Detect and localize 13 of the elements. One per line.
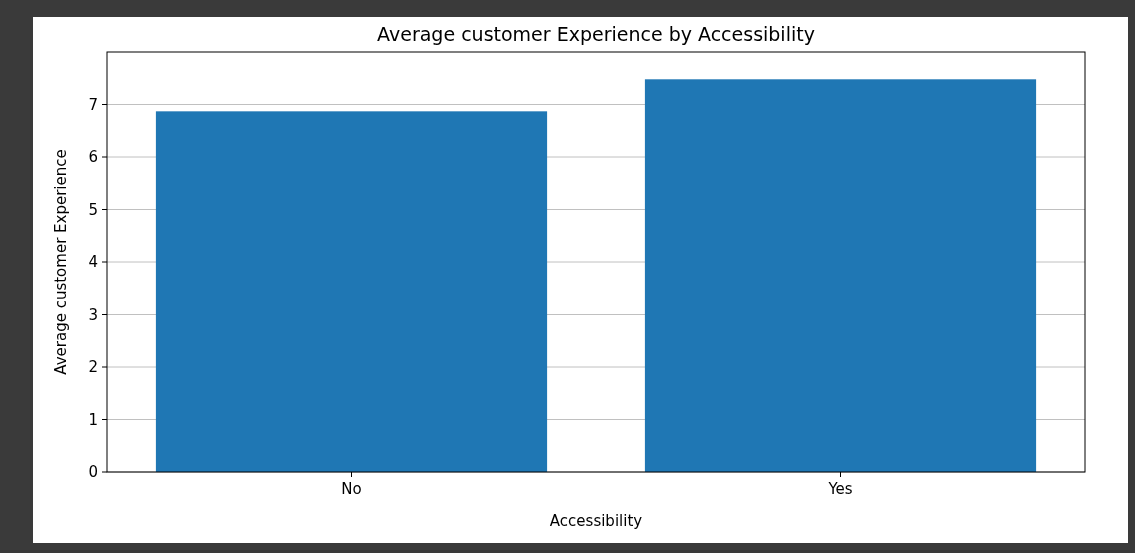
x-tick-label: No (341, 480, 362, 498)
y-tick-label: 5 (88, 200, 98, 219)
y-tick-label: 6 (88, 148, 98, 167)
y-tick-label: 3 (88, 305, 98, 324)
chart-title: Average customer Experience by Accessibility (377, 23, 815, 45)
y-tick-label: 4 (88, 253, 98, 272)
y-axis-title: Average customer Experience (52, 149, 70, 375)
x-axis-title: Accessibility (549, 512, 643, 530)
y-tick-label: 1 (88, 410, 98, 429)
y-tick-label: 7 (88, 95, 98, 114)
x-tick-label: Yes (827, 480, 853, 498)
y-tick-label: 0 (88, 463, 98, 482)
y-tick-label: 2 (88, 358, 98, 377)
